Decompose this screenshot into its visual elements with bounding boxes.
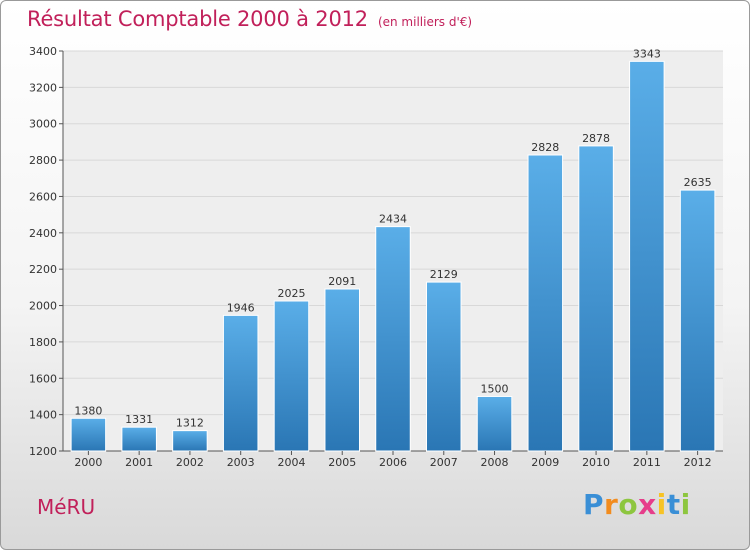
data-label-2012: 2635 [684, 176, 712, 189]
bar-2007 [426, 281, 462, 452]
y-tick-label: 2400 [29, 227, 57, 240]
bar-2012 [679, 189, 716, 452]
logo-letter: o [618, 488, 639, 521]
logo-letter: x [638, 488, 657, 521]
bar-2006 [375, 226, 411, 452]
y-tick-label: 1200 [29, 445, 57, 458]
x-tick-label-2010: 2010 [582, 456, 610, 469]
bar-2008 [476, 395, 513, 452]
chart-subtitle: (en milliers d'€) [377, 15, 473, 29]
x-tick-label-2005: 2005 [328, 456, 356, 469]
y-tick-label: 3000 [29, 118, 57, 131]
x-tick-label-2011: 2011 [633, 456, 661, 469]
x-tick-label-2008: 2008 [481, 456, 509, 469]
data-label-2011: 3343 [633, 47, 661, 60]
bar-2002 [172, 430, 208, 452]
x-tick-label-2002: 2002 [176, 456, 204, 469]
data-label-2010: 2878 [582, 132, 610, 145]
bar-2011 [629, 60, 665, 452]
y-tick-label: 1800 [29, 336, 57, 349]
x-tick-label-2007: 2007 [430, 456, 458, 469]
y-tick-label: 2600 [29, 190, 57, 203]
bar-2000 [70, 417, 107, 452]
x-tick-label-2012: 2012 [684, 456, 712, 469]
x-tick-label-2001: 2001 [125, 456, 153, 469]
data-label-2002: 1312 [176, 417, 204, 430]
bar-2004 [273, 300, 310, 452]
data-label-2009: 2828 [531, 141, 559, 154]
y-tick-label: 2200 [29, 263, 57, 276]
chart-title: Résultat Comptable 2000 à 2012 (en millie… [27, 7, 472, 31]
y-tick-label: 3400 [29, 45, 57, 58]
bar-2003 [222, 314, 259, 452]
y-tick-label: 1400 [29, 409, 57, 422]
bar-2005 [324, 288, 360, 452]
data-label-2007: 2129 [430, 268, 458, 281]
data-label-2004: 2025 [277, 287, 305, 300]
y-tick-label: 3200 [29, 81, 57, 94]
y-tick-label: 2000 [29, 300, 57, 313]
bar-2010 [578, 145, 614, 452]
logo-letter: r [604, 488, 619, 521]
x-tick-label-2004: 2004 [277, 456, 305, 469]
logo-letter: i [656, 488, 667, 521]
y-tick-label: 2800 [29, 154, 57, 167]
data-label-2003: 1946 [227, 301, 255, 314]
data-label-2001: 1331 [125, 413, 153, 426]
proxiti-logo: Proxiti [583, 488, 691, 521]
x-tick-label-2006: 2006 [379, 456, 407, 469]
data-label-2006: 2434 [379, 213, 407, 226]
x-tick-label-2000: 2000 [74, 456, 102, 469]
x-tick-label-2003: 2003 [227, 456, 255, 469]
place-name: MéRU [37, 495, 96, 519]
x-tick-label-2009: 2009 [531, 456, 559, 469]
logo-letter: i [680, 488, 691, 521]
bar-2001 [121, 426, 157, 452]
chart-title-text: Résultat Comptable 2000 à 2012 [27, 7, 368, 31]
y-tick-label: 1600 [29, 372, 57, 385]
bar-2009 [527, 154, 564, 452]
data-label-2000: 1380 [74, 404, 102, 417]
logo-letter: t [666, 488, 681, 521]
logo-letter: P [583, 488, 605, 521]
data-label-2005: 2091 [328, 275, 356, 288]
data-label-2008: 1500 [481, 382, 509, 395]
